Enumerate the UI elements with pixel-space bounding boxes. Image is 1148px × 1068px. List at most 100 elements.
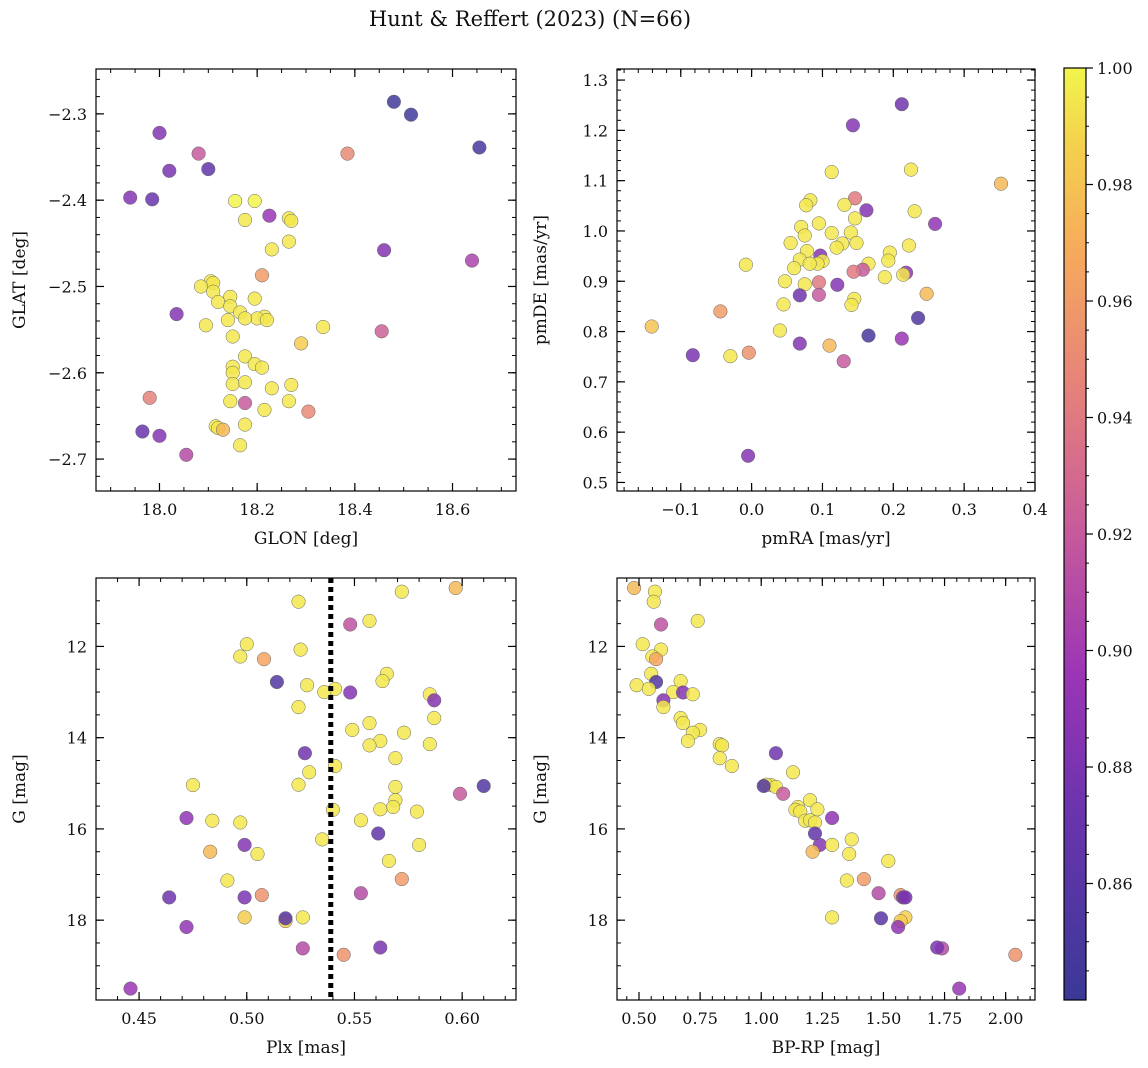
data-point xyxy=(237,349,253,364)
data-point xyxy=(464,253,480,268)
data-point xyxy=(802,256,817,271)
axes-frame xyxy=(616,577,1036,1001)
colorbar-tick-label: 0.96 xyxy=(1097,292,1133,311)
data-point xyxy=(278,911,293,926)
data-point xyxy=(1008,947,1023,962)
data-point xyxy=(685,348,700,363)
x-tick-label: 18.4 xyxy=(337,500,373,519)
data-point xyxy=(295,910,310,925)
data-point xyxy=(254,888,269,903)
data-point xyxy=(373,940,388,955)
y-tick-label: 18 xyxy=(67,911,87,930)
data-point xyxy=(409,804,424,819)
data-point xyxy=(847,211,863,226)
colorbar-tick-label: 1.00 xyxy=(1097,59,1133,78)
data-point xyxy=(898,890,913,905)
data-point xyxy=(724,758,739,774)
data-point xyxy=(293,642,308,657)
data-point xyxy=(301,404,316,419)
x-tick-label: 18.0 xyxy=(142,500,178,519)
data-point xyxy=(394,872,409,887)
data-point xyxy=(448,580,463,596)
data-point xyxy=(281,234,296,249)
data-point xyxy=(220,873,235,888)
data-point xyxy=(233,649,248,664)
data-point xyxy=(825,810,840,826)
data-point xyxy=(427,693,442,708)
data-point xyxy=(377,243,392,258)
data-point xyxy=(627,580,642,596)
data-point xyxy=(472,140,487,155)
data-point xyxy=(169,307,184,322)
data-point xyxy=(237,212,253,228)
x-tick-label: 1.00 xyxy=(743,1009,779,1028)
data-point xyxy=(783,235,798,251)
data-point xyxy=(237,311,253,326)
data-point xyxy=(201,162,216,177)
data-point xyxy=(846,264,861,279)
data-point xyxy=(362,716,377,731)
data-point xyxy=(237,375,253,390)
data-point xyxy=(881,853,896,868)
data-point xyxy=(894,331,909,346)
data-point xyxy=(829,240,844,255)
data-point xyxy=(928,216,943,231)
data-point xyxy=(427,711,442,726)
data-point xyxy=(844,832,859,847)
y-axis-label: G [mag] xyxy=(531,754,551,823)
data-point xyxy=(629,678,644,693)
data-point xyxy=(837,197,852,212)
data-point xyxy=(237,890,252,905)
x-tick-label: 18.2 xyxy=(239,500,275,519)
data-point xyxy=(343,685,358,700)
data-point xyxy=(849,235,864,251)
data-point xyxy=(842,846,857,862)
y-tick-label: 14 xyxy=(67,729,87,748)
x-tick-label: 18.6 xyxy=(435,500,471,519)
data-point xyxy=(297,746,312,761)
data-point xyxy=(374,324,389,339)
x-tick-label: −0.1 xyxy=(661,500,700,519)
data-point xyxy=(123,190,138,205)
colorbar-tick-label: 0.98 xyxy=(1097,176,1133,195)
data-point xyxy=(768,746,783,761)
x-tick-label: 1.50 xyxy=(866,1009,902,1028)
y-tick-label: 12 xyxy=(67,637,87,656)
data-point xyxy=(993,176,1009,191)
data-point xyxy=(952,981,967,996)
data-point xyxy=(646,594,661,609)
data-point xyxy=(861,328,876,343)
data-point xyxy=(220,313,235,328)
data-point xyxy=(881,253,896,268)
y-tick-label: 16 xyxy=(588,820,608,839)
data-point xyxy=(317,685,332,700)
data-point xyxy=(792,336,807,351)
data-point xyxy=(772,323,787,338)
data-point xyxy=(257,402,272,417)
data-point xyxy=(825,910,840,925)
y-tick-label: −2.7 xyxy=(48,450,87,469)
data-point xyxy=(262,208,277,223)
data-point xyxy=(254,268,270,283)
data-point xyxy=(756,778,771,794)
y-tick-label: −2.4 xyxy=(48,191,87,210)
y-tick-label: 12 xyxy=(588,637,608,656)
data-point xyxy=(300,678,315,693)
data-point xyxy=(233,815,248,830)
data-point xyxy=(787,261,802,276)
data-point xyxy=(907,204,922,219)
data-point xyxy=(903,162,919,177)
data-point xyxy=(901,238,916,253)
data-point xyxy=(656,700,671,715)
x-tick-label: 0.2 xyxy=(881,500,906,519)
data-point xyxy=(930,940,945,955)
data-point xyxy=(919,286,934,301)
y-axis-label: G [mag] xyxy=(10,754,30,823)
x-tick-label: 2.00 xyxy=(988,1009,1024,1028)
data-point xyxy=(237,395,253,411)
data-point xyxy=(237,417,253,432)
data-point xyxy=(422,737,437,752)
data-point xyxy=(822,338,837,353)
data-point xyxy=(394,584,409,599)
